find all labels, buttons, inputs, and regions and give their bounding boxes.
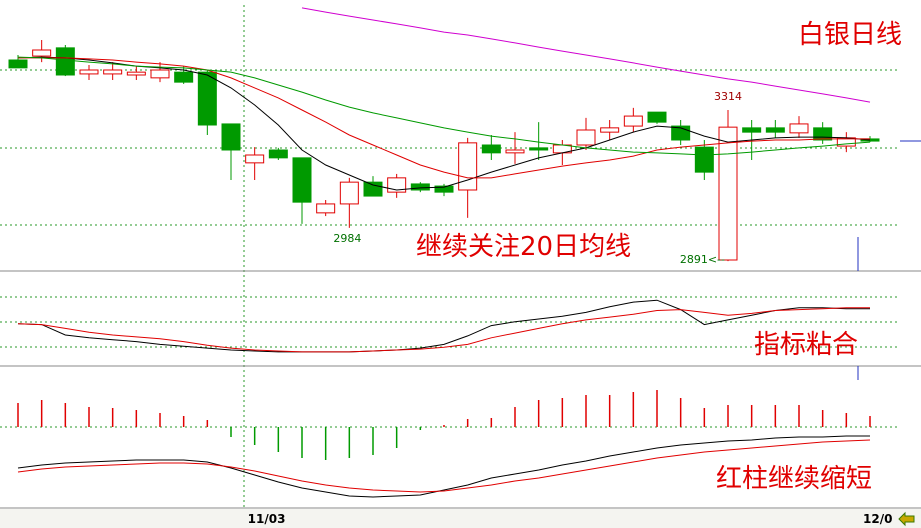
high-label: 3314 [714, 90, 742, 103]
nav-icon[interactable] [897, 511, 917, 527]
candle-body [363, 181, 383, 197]
ma-line [17, 56, 871, 191]
ma-line [17, 439, 871, 493]
candle-body [197, 71, 217, 126]
candle-body [79, 69, 99, 75]
candle-body [339, 181, 359, 205]
candle-body [647, 111, 667, 123]
candle-body [245, 154, 265, 164]
candle-body [410, 183, 430, 191]
x-tick-label: 12/0 [863, 512, 892, 526]
chart-title: 白银日线 [798, 20, 902, 50]
candle-body [316, 203, 336, 214]
x-tick-label: 11/03 [248, 512, 286, 526]
ma-line [18, 57, 870, 179]
candle-body [8, 59, 28, 69]
candle-body [221, 123, 241, 151]
candle-body [103, 69, 123, 75]
ma-line [17, 307, 870, 353]
ma-line [17, 299, 870, 353]
annotation: 指标粘合 [754, 330, 858, 360]
x-axis-strip [0, 509, 921, 528]
candle-body [292, 157, 312, 203]
ma-line [17, 435, 870, 498]
candle-body [600, 127, 620, 133]
low-label: 2984 [333, 232, 361, 245]
candle-body [458, 142, 478, 191]
candle-body [126, 71, 146, 76]
candle-body [32, 49, 52, 57]
candle-body [174, 71, 194, 83]
candle-body [813, 127, 833, 141]
candle-body [434, 185, 454, 193]
candle-body [623, 115, 643, 127]
low-label: 2891<-- [680, 253, 725, 266]
back-arrow[interactable] [898, 511, 915, 527]
candle-body [694, 146, 714, 173]
candle-body [55, 47, 75, 76]
annotation: 继续关注20日均线 [416, 232, 631, 262]
candle-body [742, 127, 762, 133]
candle-body [576, 129, 596, 146]
candle-body [789, 123, 809, 134]
plot: 11/03 12/0 3314 2984 2891<-- [8, 7, 892, 526]
ma-line [17, 56, 871, 156]
candle-body [481, 144, 501, 154]
ma-line [301, 7, 871, 103]
candle-body [505, 149, 525, 154]
candle-body [150, 69, 170, 79]
candle-body [718, 126, 738, 261]
candle-body [765, 127, 785, 133]
candle-body [529, 147, 549, 151]
annotation: 红柱继续缩短 [716, 464, 872, 494]
candle-body [268, 149, 288, 159]
